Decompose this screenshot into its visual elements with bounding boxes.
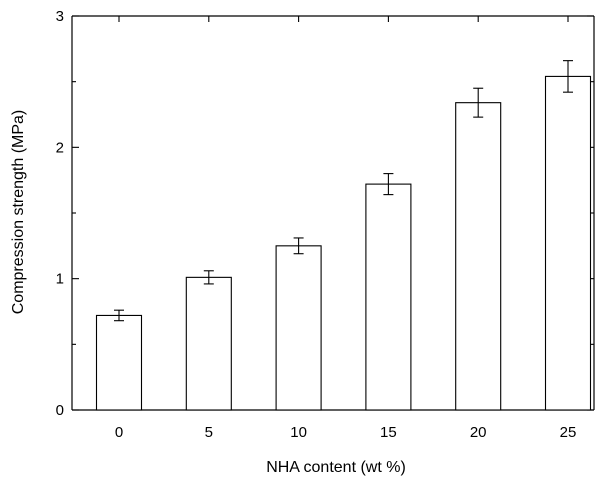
- bar-10: [275, 245, 322, 411]
- x-tick-label: 20: [470, 424, 487, 441]
- y-tick-label: 0: [56, 402, 64, 419]
- x-tick-label: 15: [380, 424, 397, 441]
- error-bars: [114, 60, 573, 322]
- bar-15: [365, 183, 412, 411]
- bar-0: [95, 314, 143, 411]
- bar-5: [185, 276, 232, 411]
- x-axis: 0 5 10 15 20 25: [115, 16, 577, 441]
- plot-frame: [71, 15, 595, 411]
- y-axis-title: Compression strength (MPa): [10, 110, 27, 315]
- y-tick-label: 2: [56, 139, 64, 156]
- x-axis-title: NHA content (wt %): [266, 459, 406, 476]
- x-tick-label: 0: [115, 424, 123, 441]
- y-tick-label: 1: [56, 271, 64, 288]
- x-tick-label: 10: [290, 424, 307, 441]
- y-tick-label: 3: [56, 8, 64, 25]
- bars: [95, 75, 592, 411]
- bar-25: [544, 75, 592, 411]
- x-tick-label: 5: [205, 424, 213, 441]
- x-tick-label: 25: [560, 424, 577, 441]
- bar-20: [455, 102, 502, 411]
